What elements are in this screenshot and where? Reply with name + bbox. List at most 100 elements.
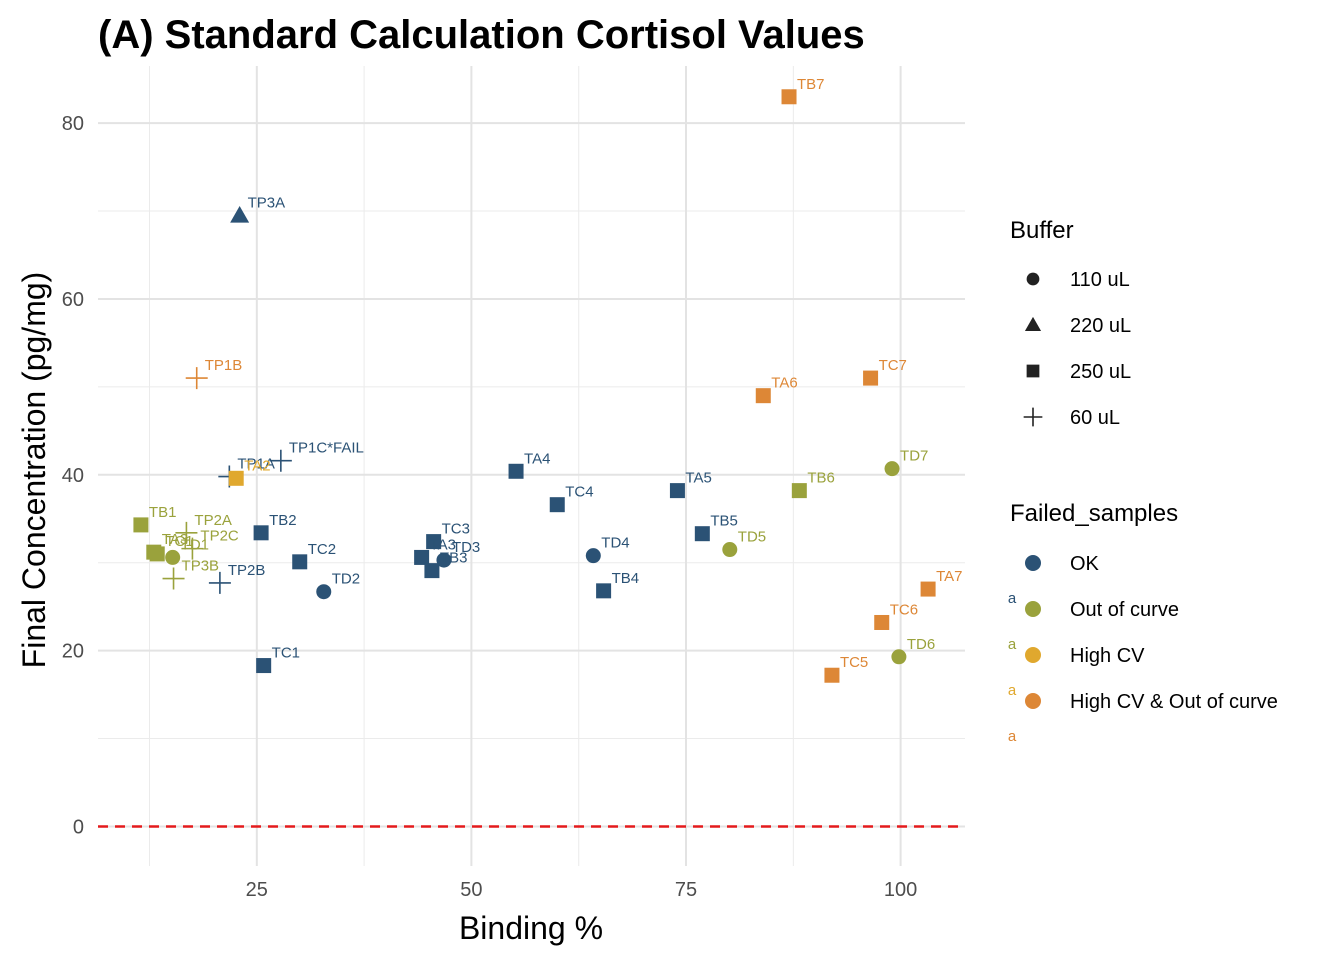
point-label: TD3: [452, 539, 480, 556]
point-label: TA4: [524, 450, 550, 467]
data-point: [208, 571, 231, 594]
data-point: [694, 526, 710, 542]
data-point: [884, 461, 900, 477]
legend-buffer-label: 220 uL: [1070, 315, 1131, 337]
y-tick-label: 80: [62, 113, 84, 135]
legend-buffer-label: 110 uL: [1070, 269, 1130, 291]
data-point: [891, 649, 907, 665]
point-label: TC6: [890, 601, 918, 618]
legend-color-key: [1025, 601, 1041, 617]
point-label: TP2C: [200, 528, 239, 545]
point-label: TP1C*FAIL: [289, 440, 364, 457]
point-label: TB7: [797, 76, 825, 93]
point-label: TP1A: [237, 456, 275, 473]
point-label: TC4: [565, 484, 593, 501]
data-point: [669, 483, 685, 499]
data-points: [133, 89, 936, 683]
data-point: [549, 497, 565, 513]
point-label: TB3: [440, 550, 468, 567]
point-label: TP3A: [248, 194, 286, 211]
data-point: [424, 563, 440, 579]
data-point: [175, 521, 198, 544]
point-label: TC3: [442, 521, 470, 538]
legend-buffer-key: [1023, 407, 1043, 427]
data-point: [165, 549, 181, 565]
x-tick-label: 50: [460, 879, 482, 901]
point-label: TP2A: [194, 512, 232, 529]
point-label: TA2: [244, 457, 270, 474]
data-point: [791, 483, 807, 499]
legend-failed-samples-title: Failed_samples: [1010, 500, 1178, 527]
point-label: TC7: [879, 357, 907, 374]
x-tick-label: 75: [675, 879, 697, 901]
point-label: TA3: [430, 536, 456, 553]
point-label: TD6: [907, 636, 935, 653]
data-point: [414, 549, 430, 565]
y-tick-label: 60: [62, 289, 84, 311]
data-point: [256, 658, 272, 674]
x-axis-title: Binding %: [459, 910, 603, 946]
point-label: TB4: [612, 570, 640, 587]
data-point: [755, 388, 771, 404]
point-label: TC1: [272, 645, 300, 662]
legend-buffer-label: 250 uL: [1070, 361, 1131, 383]
data-point: [436, 552, 452, 568]
legend-color-key-text: a: [1008, 636, 1017, 653]
legend-color-key-text: a: [1008, 682, 1017, 699]
y-tick-label: 20: [62, 641, 84, 663]
point-label: TC2: [308, 541, 336, 558]
legend-color-key: [1025, 647, 1041, 663]
data-point: [508, 463, 524, 479]
data-point: [781, 89, 797, 105]
y-tick-label: 40: [62, 465, 84, 487]
y-tick-label: 0: [73, 816, 84, 838]
point-label: TA3: [162, 531, 188, 548]
legend-buffer-key: [1026, 364, 1040, 378]
data-point: [181, 537, 204, 560]
point-label: TB5: [710, 513, 738, 530]
legend-buffer-title: Buffer: [1010, 217, 1074, 244]
point-label: TC1: [165, 533, 193, 550]
x-axis-tick-labels: 25 50 75 100: [246, 879, 918, 901]
data-point: [228, 470, 244, 486]
legend-color-label: OK: [1070, 553, 1100, 575]
data-point: [920, 581, 936, 597]
legend-buffer-key: [1024, 316, 1042, 332]
data-point: [269, 449, 292, 472]
data-point: [585, 548, 601, 564]
legend-failed-samples: Failed_samples a OK a Out of curve a High CV a…: [1008, 500, 1278, 745]
legend-color-key: [1025, 555, 1041, 571]
data-point: [230, 205, 250, 223]
data-point: [253, 525, 269, 541]
point-label: TD1: [181, 536, 209, 553]
point-label: TA5: [685, 470, 711, 487]
legend-buffer: Buffer 110 uL 220 uL 250 uL 60 uL: [1010, 217, 1131, 429]
point-label: TD7: [900, 448, 928, 465]
data-point: [149, 546, 165, 562]
legend-buffer-label: 60 uL: [1070, 407, 1120, 429]
legend-color-label: High CV & Out of curve: [1070, 691, 1278, 713]
point-label: TD4: [601, 535, 629, 552]
legend-color-label: Out of curve: [1070, 599, 1179, 621]
point-label: TB6: [807, 470, 835, 487]
point-label: TB2: [269, 512, 297, 529]
point-label: TP3B: [182, 558, 220, 575]
point-label: TD2: [332, 571, 360, 588]
x-tick-label: 25: [246, 879, 268, 901]
data-point: [874, 614, 890, 630]
point-label: TD5: [738, 529, 766, 546]
y-axis-tick-labels: 0 20 40 60 80: [62, 113, 84, 838]
point-label: TB1: [149, 504, 177, 521]
legend-buffer-key: [1026, 272, 1040, 286]
data-point: [133, 517, 149, 533]
legend-color-key-text: a: [1008, 590, 1017, 607]
data-point: [863, 370, 879, 386]
point-label: TP2B: [228, 562, 266, 579]
data-point: [426, 534, 442, 550]
data-point: [316, 584, 332, 600]
x-tick-label: 100: [884, 879, 917, 901]
legend-color-label: High CV: [1070, 645, 1145, 667]
data-point: [185, 367, 208, 390]
